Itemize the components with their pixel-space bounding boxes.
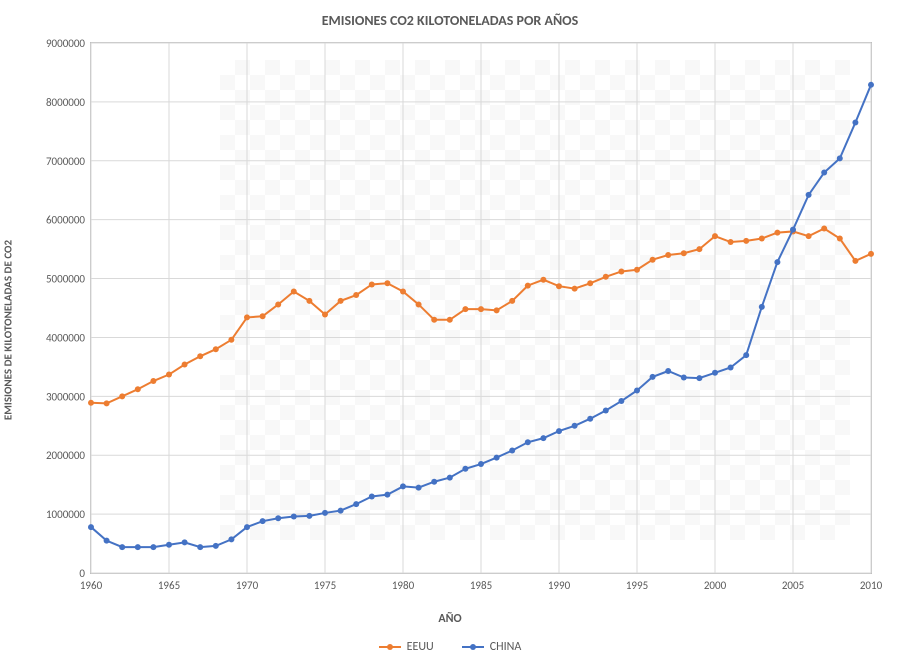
y-axis-label: EMISIONES DE KILOTONELADAS DE CO2 [2,240,15,420]
x-tick-label: 1995 [626,579,648,592]
x-tick-label: 1975 [314,579,336,592]
x-tick-label: 1960 [80,579,103,592]
y-tick-label: 3000000 [46,390,85,403]
y-tick-label: 9000000 [46,37,85,50]
x-tick-label: 2000 [704,579,727,592]
x-tick-label: 1985 [470,579,492,592]
chart-title: EMISIONES CO2 KILOTONELADAS POR AÑOS [0,12,900,29]
x-tick-label: 1980 [392,579,415,592]
x-tick-label: 2010 [860,579,883,592]
legend-swatch [379,646,401,648]
x-axis-label: AÑO [0,612,900,626]
x-tick-label: 2005 [782,579,804,592]
legend: EEUU CHINA [0,640,900,654]
y-tick-label: 6000000 [46,214,85,227]
legend-swatch [462,646,484,648]
y-tick-label: 8000000 [46,96,85,109]
legend-item-china: CHINA [462,640,522,654]
legend-item-eeuu: EEUU [379,640,434,654]
chart-container: EMISIONES CO2 KILOTONELADAS POR AÑOS EMI… [0,0,900,660]
x-tick-label: 1990 [548,579,571,592]
legend-label: EEUU [407,640,434,654]
y-tick-label: 7000000 [46,155,85,168]
x-tick-label: 1965 [158,579,180,592]
legend-label: CHINA [490,640,522,654]
y-tick-label: 4000000 [46,331,85,344]
plot-area: 0100000020000003000000400000050000006000… [90,42,872,574]
y-tick-label: 5000000 [46,273,85,286]
y-tick-label: 1000000 [46,508,85,521]
y-tick-label: 2000000 [46,449,85,462]
chart-svg: 0100000020000003000000400000050000006000… [91,43,871,573]
x-tick-label: 1970 [236,579,259,592]
